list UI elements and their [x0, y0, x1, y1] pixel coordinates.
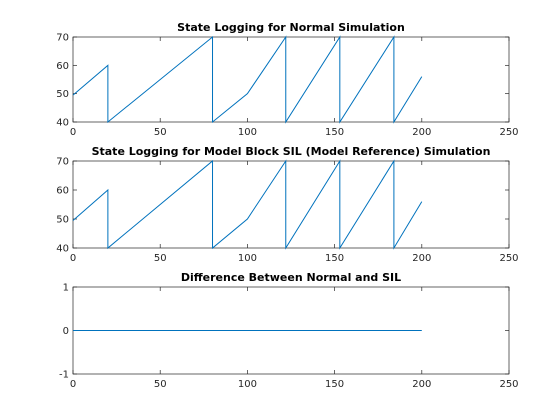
x-tick-label: 0: [70, 379, 76, 390]
y-tick-label: 1: [63, 283, 69, 294]
y-tick-label: 70: [56, 33, 69, 44]
plot-marks: 0 50 100 150 200 250 40 50 60 70: [56, 157, 518, 265]
x-tick-label: 250: [499, 127, 518, 138]
subplot-sil-simulation: State Logging for Model Block SIL (Model…: [56, 145, 518, 264]
x-tick-label: 0: [70, 253, 76, 264]
y-tick-label: 40: [56, 118, 69, 129]
plot-marks: 0 50 100 150 200 250 40 50 60 70: [56, 33, 518, 139]
y-tick-label: 50: [56, 215, 69, 226]
subplot-title: State Logging for Model Block SIL (Model…: [92, 145, 491, 158]
y-tick-label: 60: [56, 61, 69, 72]
subplot-difference: Difference Between Normal and SIL 0 50 100…: [59, 271, 519, 390]
y-tick-label: 40: [56, 244, 69, 255]
x-tick-label: 150: [325, 253, 344, 264]
subplot-title: Difference Between Normal and SIL: [181, 271, 401, 284]
subplot-title: State Logging for Normal Simulation: [177, 21, 405, 34]
x-tick-label: 200: [412, 379, 431, 390]
x-tick-label: 200: [412, 127, 431, 138]
x-tick-label: 50: [154, 379, 167, 390]
x-tick-label: 200: [412, 253, 431, 264]
x-tick-label: 50: [154, 127, 167, 138]
y-tick-label: -1: [59, 370, 69, 381]
x-tick-label: 100: [238, 127, 257, 138]
axes-frame: [72, 36, 510, 123]
x-tick-label: 150: [325, 379, 344, 390]
y-tick-label: 0: [63, 326, 69, 337]
axes-frame: [72, 160, 510, 249]
series-line: [72, 159, 423, 250]
x-tick-label: 100: [238, 379, 257, 390]
plot-marks: 0 50 100 150 200 250-101: [59, 283, 519, 391]
x-tick-label: 150: [325, 127, 344, 138]
y-tick-label: 60: [56, 186, 69, 197]
series-line: [72, 35, 423, 124]
x-tick-label: 100: [238, 253, 257, 264]
x-tick-label: 50: [154, 253, 167, 264]
y-tick-label: 50: [56, 89, 69, 100]
x-tick-label: 0: [70, 127, 76, 138]
subplot-normal-simulation: State Logging for Normal Simulation 0 50 1…: [56, 21, 518, 138]
y-tick-label: 70: [56, 157, 69, 168]
x-tick-label: 250: [499, 253, 518, 264]
x-tick-label: 250: [499, 379, 518, 390]
